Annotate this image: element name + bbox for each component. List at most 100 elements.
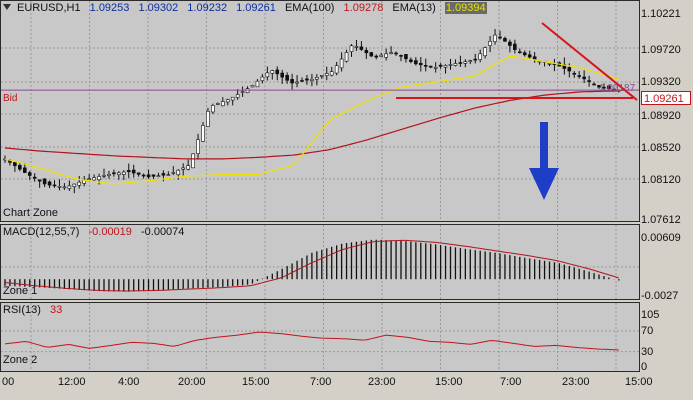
candle-body xyxy=(349,45,354,52)
bid-price-tag: 1.09261 xyxy=(641,91,691,105)
candle-body xyxy=(483,47,487,57)
candle-body xyxy=(280,72,285,78)
symbol-label: EURUSD,H1 xyxy=(17,2,81,14)
candle-body xyxy=(42,178,47,185)
rsi-tick-label: 105 xyxy=(641,309,660,321)
candle-body xyxy=(225,99,230,103)
candle-body xyxy=(448,64,453,66)
candle-body xyxy=(87,178,91,181)
candle-body xyxy=(438,64,443,67)
price-tick-label: 1.08920 xyxy=(641,110,681,122)
candle-body xyxy=(275,69,280,75)
candle-body xyxy=(270,70,275,74)
candle-body xyxy=(359,46,364,50)
price-tick-label: 1.10221 xyxy=(641,8,681,20)
candle-body xyxy=(364,50,369,54)
rsi-info-bar: RSI(13) 33 xyxy=(3,304,68,316)
candle-body xyxy=(414,60,418,65)
candle-body xyxy=(409,59,413,62)
collapse-triangle-icon[interactable] xyxy=(3,4,11,10)
candle-body xyxy=(315,77,319,80)
main-chart-pane[interactable]: 1.09187 EURUSD,H1 1.09253 1.09302 1.0923… xyxy=(0,0,640,222)
candle-body xyxy=(453,63,458,66)
candle-body xyxy=(196,139,200,154)
candle-body xyxy=(587,80,591,83)
candle-body xyxy=(235,94,240,98)
candle-body xyxy=(513,43,517,50)
candle-body xyxy=(428,65,433,68)
candle-body xyxy=(339,58,344,69)
candle-body xyxy=(295,81,299,84)
macd-chart[interactable] xyxy=(1,225,640,300)
candle-body xyxy=(473,58,478,61)
down-arrow-shaft xyxy=(540,122,548,170)
candle-body xyxy=(527,54,532,58)
candle-body xyxy=(166,174,171,176)
candle-body xyxy=(577,75,582,77)
candle-body xyxy=(329,71,334,76)
macd-tick-label: 0.00609 xyxy=(641,232,681,244)
candle-body xyxy=(334,65,339,74)
candle-body xyxy=(206,110,210,127)
candle-body xyxy=(572,72,577,75)
rsi-tick-label: 0 xyxy=(641,361,648,373)
ema-short-line xyxy=(4,55,619,185)
candle-body xyxy=(112,172,116,175)
candle-body xyxy=(522,52,527,56)
time-tick-label: 12:00 xyxy=(58,376,86,388)
ema-long-value: 1.09278 xyxy=(343,2,384,14)
candle-body xyxy=(468,60,473,62)
rsi-name: RSI(13) xyxy=(3,304,41,316)
time-tick-label: 00 xyxy=(2,376,15,388)
macd-pane[interactable]: MACD(12,55,7) -0.00019 -0.00074 Zone 1 xyxy=(0,224,640,300)
candle-body xyxy=(250,85,255,88)
candle-body xyxy=(290,79,294,84)
rsi-chart[interactable] xyxy=(1,303,640,372)
candle-body xyxy=(201,125,205,142)
macd-info-bar: MACD(12,55,7) -0.00019 -0.00074 xyxy=(3,226,190,238)
ema-short-value: 1.09394 xyxy=(444,2,487,14)
candle-body xyxy=(498,36,502,39)
candle-body xyxy=(47,181,52,186)
candle-body xyxy=(141,174,146,177)
macd-value-signal: -0.00074 xyxy=(140,226,185,238)
resistance-trendline xyxy=(541,22,638,101)
candle-body xyxy=(300,80,304,82)
price-chart[interactable]: 1.09187 xyxy=(1,1,640,222)
candle-body xyxy=(463,61,468,64)
candle-body xyxy=(478,53,483,60)
candle-body xyxy=(265,72,270,78)
time-tick-label: 20:00 xyxy=(178,376,206,388)
time-tick-label: 15:00 xyxy=(435,376,463,388)
rsi-tick-label: 30 xyxy=(641,346,654,358)
candle-body xyxy=(592,83,596,86)
ema-long-label: EMA(100) xyxy=(284,2,335,14)
candle-body xyxy=(394,52,398,55)
chart-zone-label: Chart Zone xyxy=(3,207,59,219)
candle-body xyxy=(379,54,384,57)
candle-body xyxy=(18,165,22,170)
candle-body xyxy=(384,53,388,58)
zone2-label: Zone 2 xyxy=(3,354,38,366)
ema-long-line xyxy=(4,90,619,160)
candle-body xyxy=(305,78,309,81)
candle-body xyxy=(136,172,141,175)
candle-body xyxy=(230,96,235,101)
price-tick-label: 1.08120 xyxy=(641,174,681,186)
candle-body xyxy=(607,85,611,89)
candle-body xyxy=(161,173,166,176)
candle-body xyxy=(458,62,463,64)
candle-body xyxy=(602,86,606,89)
down-arrow-head xyxy=(529,168,559,200)
macd-tick-label: -0.0027 xyxy=(641,290,679,302)
zone1-label: Zone 1 xyxy=(3,285,38,297)
ema-short-label: EMA(13) xyxy=(392,2,436,14)
high-value: 1.09302 xyxy=(138,2,179,14)
price-tick-label: 1.09320 xyxy=(641,76,681,88)
candle-body xyxy=(67,185,72,189)
candle-body xyxy=(582,76,586,80)
candle-body xyxy=(27,172,32,176)
time-tick-label: 15:00 xyxy=(625,376,653,388)
candle-body xyxy=(517,51,522,54)
rsi-pane[interactable]: RSI(13) 33 Zone 2 xyxy=(0,302,640,372)
